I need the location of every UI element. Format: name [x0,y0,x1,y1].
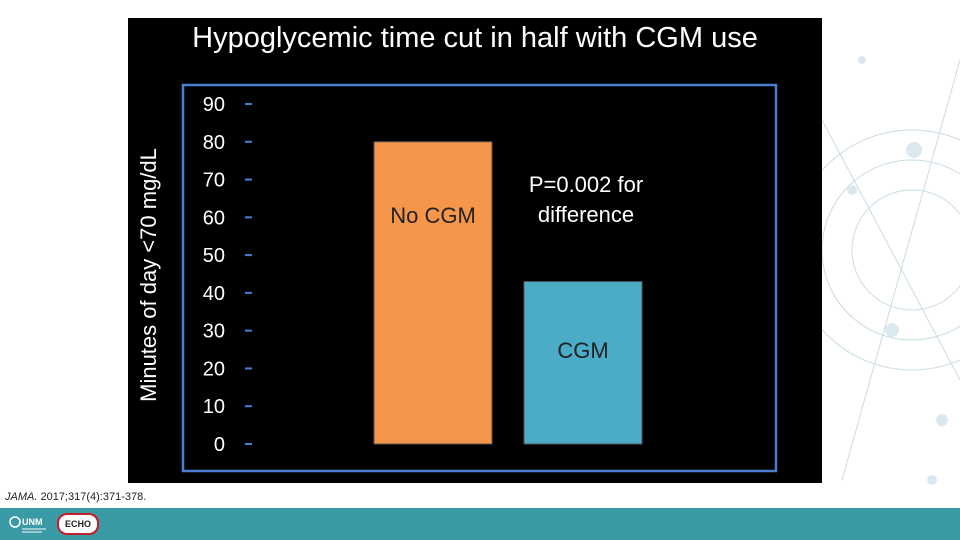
unm-logo-text: UNM [22,517,43,527]
y-tick-label: 0 [214,434,225,456]
bar-cgm [523,281,643,445]
y-tick-label: 30 [203,321,225,343]
citation-journal: JAMA. [5,491,38,503]
chart-title: Hypoglycemic time cut in half with CGM u… [192,22,758,54]
citation-details: 2017;317(4):371-378. [37,491,147,503]
footer-bar [0,508,960,540]
chart-frame [181,83,778,473]
annotation-line-2: difference [538,202,634,227]
unm-logo: UNM [9,516,46,533]
y-tick-label: 60 [203,207,225,229]
y-tick-label: 40 [203,283,225,305]
y-tick-label: 80 [203,132,225,154]
citation: JAMA. 2017;317(4):371-378. [5,491,146,503]
background-decoration [822,56,960,485]
y-tick-label: 20 [203,358,225,380]
y-tick-label: 50 [203,245,225,267]
y-tick-label: 70 [203,170,225,192]
y-tick-label: 90 [203,94,225,116]
bar-label: CGM [557,338,608,363]
bar-no-cgm [373,141,493,445]
bar-label: No CGM [390,203,476,228]
bar-chart: Minutes of day <70 mg/dL 0 10 20 30 40 50 60 70… [136,83,778,473]
annotation-line-1: P=0.002 for [529,172,643,197]
slide-panel: Hypoglycemic time cut in half with CGM u… [128,18,822,483]
y-axis-label: Minutes of day <70 mg/dL [136,148,161,402]
y-tick-label: 10 [203,396,225,418]
echo-logo: ECHO [57,513,99,535]
